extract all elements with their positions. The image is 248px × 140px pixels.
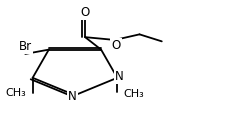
- Text: CH₃: CH₃: [124, 89, 144, 99]
- Text: O: O: [81, 6, 90, 19]
- Text: Br: Br: [19, 40, 32, 53]
- Text: N: N: [115, 70, 124, 83]
- Text: O: O: [111, 39, 121, 52]
- Text: N: N: [68, 90, 77, 103]
- Text: CH₃: CH₃: [6, 88, 27, 98]
